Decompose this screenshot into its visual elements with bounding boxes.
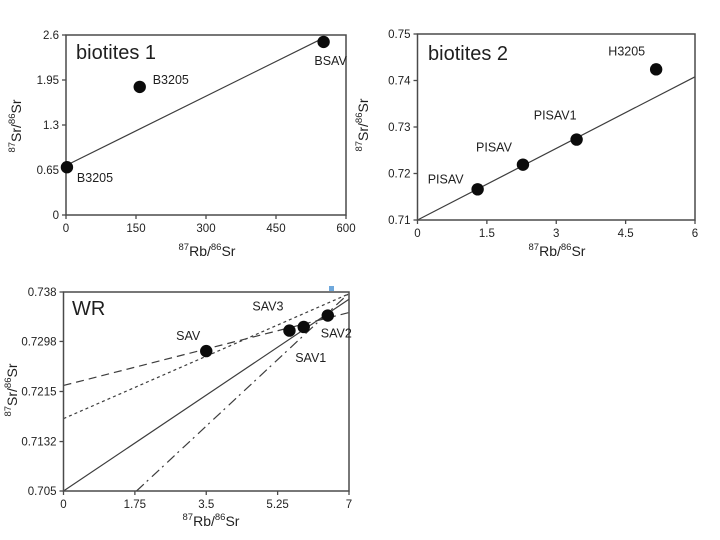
x-tick-label: 5.25 — [266, 499, 288, 511]
data-point-label: PISAV — [428, 172, 465, 186]
y-tick-label: 0.705 — [28, 486, 57, 498]
selection-handle-icon[interactable] — [329, 286, 334, 291]
x-tick-label: 300 — [196, 223, 215, 235]
y-axis-label: 87Sr/86Sr — [7, 99, 24, 152]
chart-title: biotites 2 — [428, 43, 508, 65]
x-tick-label: 450 — [266, 223, 285, 235]
chart-biotites-2[interactable]: 0 1.5 3 4.5 6 0.71 0.72 0.73 0.74 0.75 PISAV PISAV P… — [354, 29, 698, 259]
y-axis-label: 87Sr/86Sr — [3, 363, 20, 416]
x-tick-label: 6 — [692, 228, 698, 240]
data-point-label: PISAV1 — [534, 109, 577, 123]
y-tick-label: 0.738 — [28, 287, 57, 299]
x-tick-label: 3.5 — [198, 499, 214, 511]
data-point-label: PISAV — [476, 141, 513, 155]
x-tick-label: 600 — [336, 223, 355, 235]
data-point-label: B3205 — [153, 73, 189, 87]
data-point-label: SAV — [176, 329, 201, 343]
x-tick-label: 1.75 — [124, 499, 146, 511]
data-point-label: SAV1 — [295, 351, 326, 365]
y-tick-label: 2.6 — [43, 30, 59, 42]
data-point — [283, 324, 296, 337]
data-point — [471, 183, 484, 196]
x-tick-label: 0 — [60, 499, 66, 511]
data-point — [297, 320, 310, 334]
y-tick-label: 0.73 — [388, 122, 410, 134]
x-tick-label: 4.5 — [618, 228, 634, 240]
y-tick-label: 0.72 — [388, 169, 410, 181]
data-point — [317, 35, 330, 49]
x-tick-label: 0 — [63, 223, 69, 235]
chart-title: biotites 1 — [76, 42, 156, 64]
data-point — [60, 161, 74, 174]
x-tick-label: 150 — [126, 223, 145, 235]
y-tick-label: 0.7132 — [21, 437, 56, 449]
chart-wr[interactable]: 0 1.75 3.5 5.25 7 0.705 0.7132 0.7215 0.7298 0.73… — [3, 287, 352, 529]
x-tick-label: 7 — [346, 499, 352, 511]
y-tick-label: 0.74 — [388, 76, 411, 88]
y-tick-label: 1.95 — [37, 75, 59, 87]
isochron-line-short-dash — [63, 293, 350, 420]
y-tick-label: 1.3 — [43, 120, 59, 132]
data-point-label: B3205 — [77, 171, 113, 185]
data-point-label: SAV3 — [252, 300, 283, 314]
x-tick-label: 3 — [553, 228, 559, 240]
isochron-line-solid — [417, 76, 696, 221]
x-tick-label: 0 — [414, 228, 420, 240]
chart-title: WR — [72, 298, 105, 320]
data-point-label: BSAV — [314, 54, 347, 68]
y-tick-label: 0.7215 — [21, 387, 56, 399]
y-tick-label: 0.75 — [388, 29, 410, 41]
data-point — [649, 63, 663, 76]
isochron-line-solid — [65, 36, 325, 167]
x-axis-label: 87Rb/86Sr — [183, 512, 240, 529]
data-point-label: SAV2 — [321, 327, 352, 341]
y-tick-label: 0 — [53, 210, 59, 222]
data-point — [570, 133, 583, 146]
data-point — [321, 309, 334, 322]
y-tick-label: 0.65 — [37, 165, 59, 177]
y-tick-label: 0.71 — [388, 215, 410, 227]
data-point — [133, 80, 146, 94]
y-tick-label: 0.7298 — [21, 336, 56, 348]
data-point — [516, 158, 530, 171]
chart-biotites-1[interactable]: 0 150 300 450 600 0 0.65 1.3 1.95 2.6 B3205 B3205 BS… — [7, 30, 356, 259]
data-point — [200, 344, 213, 358]
isochron-line-dash-dot — [136, 292, 350, 492]
x-axis-label: 87Rb/86Sr — [529, 242, 586, 259]
data-point-label: H3205 — [608, 44, 645, 58]
y-axis-label: 87Sr/86Sr — [354, 98, 371, 151]
x-axis-label: 87Rb/86Sr — [179, 242, 236, 259]
x-tick-label: 1.5 — [479, 228, 495, 240]
